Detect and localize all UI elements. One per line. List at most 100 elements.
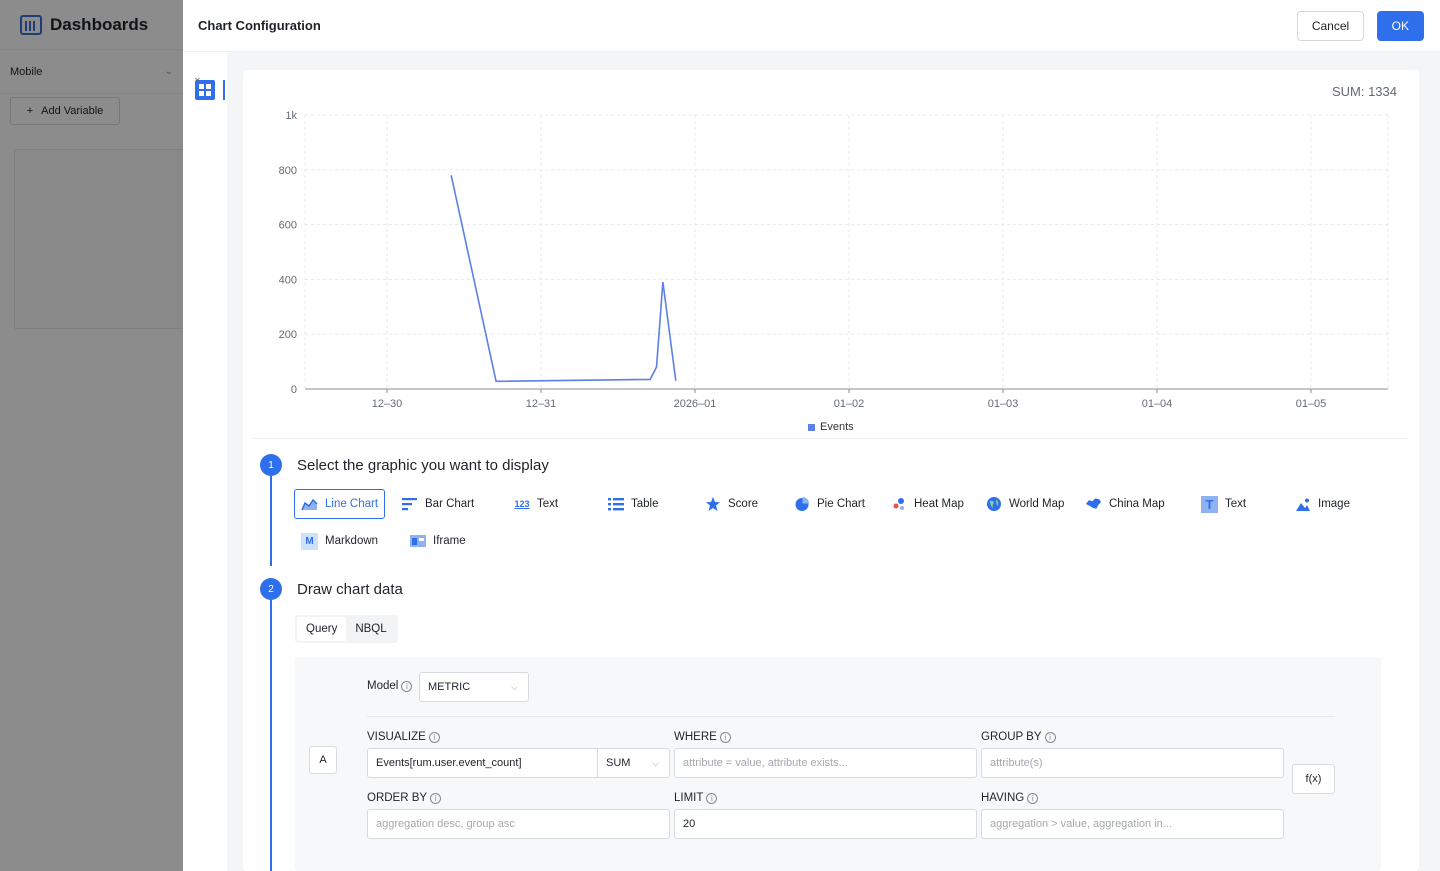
info-icon[interactable]: i	[428, 731, 440, 743]
chart-legend[interactable]: Events	[808, 421, 854, 433]
bar-chart-icon	[401, 496, 418, 513]
legend-swatch	[808, 423, 815, 431]
query-grid-icon[interactable]	[195, 80, 215, 100]
background-dashboard: Dashboards Mobile ⌄ + Add Variable	[0, 0, 189, 871]
chart-type-text[interactable]: T Text	[1194, 489, 1253, 519]
aggregation-select[interactable]: SUM ⌵	[597, 748, 670, 778]
limit-input[interactable]: 20	[674, 809, 977, 839]
order-by-input[interactable]: aggregation desc, group asc	[367, 809, 670, 839]
chart-type-line-chart[interactable]: Line Chart	[294, 489, 386, 519]
query-letter-badge[interactable]: A	[309, 746, 337, 774]
chart-type-label: Line Chart	[325, 498, 379, 510]
chart-type-heat-map[interactable]: Heat Map	[883, 489, 971, 519]
table-icon	[607, 496, 624, 513]
x-tick-label: 01–04	[1142, 398, 1173, 410]
text-t-icon: T	[1201, 495, 1218, 513]
query-tabs: Query NBQL	[295, 615, 398, 643]
series-line-events[interactable]	[450, 175, 677, 383]
x-tick-label: 01–02	[834, 398, 865, 410]
cancel-button[interactable]: Cancel	[1296, 10, 1365, 41]
chart-type-table[interactable]: Table	[600, 489, 666, 519]
limit-label-text: LIMIT	[674, 792, 704, 804]
add-variable-label: Add Variable	[41, 105, 104, 117]
chart-type-iframe[interactable]: Iframe	[402, 526, 473, 556]
plus-icon: +	[26, 105, 34, 117]
chart-type-pie-chart[interactable]: Pie Chart	[786, 489, 872, 519]
iframe-icon	[409, 533, 426, 550]
divider	[253, 438, 1409, 439]
chart-type-label: Heat Map	[914, 498, 964, 510]
chart-type-label: Table	[631, 498, 659, 510]
group-by-placeholder: attribute(s)	[990, 757, 1043, 769]
step-1-badge: 1	[260, 454, 282, 476]
globe-icon	[985, 496, 1002, 513]
tab-query[interactable]: Query	[297, 617, 347, 641]
chart-preview: 0 200 400 600 800 1k 12–30 12–31 2026–01 01–02 01–…	[243, 70, 1419, 440]
chart-type-image[interactable]: Image	[1287, 489, 1357, 519]
info-icon[interactable]: i	[1027, 792, 1039, 804]
step-2-title: Draw chart data	[297, 581, 403, 598]
step-1-line	[270, 476, 272, 566]
having-label: HAVING i	[981, 792, 1039, 804]
model-select[interactable]: METRIC ⌵	[419, 672, 529, 702]
limit-value: 20	[683, 818, 696, 830]
add-variable-button[interactable]: + Add Variable	[10, 97, 120, 125]
chart-configuration-drawer: Chart Configuration Cancel OK ✕ 0 200 400 6…	[183, 0, 1440, 871]
image-icon	[1294, 496, 1311, 513]
info-icon[interactable]: i	[430, 792, 442, 804]
chevron-down-icon: ⌵	[652, 757, 659, 768]
y-tick-label: 600	[279, 220, 297, 232]
limit-label: LIMIT i	[674, 792, 718, 804]
model-label: Model i	[367, 680, 413, 692]
chart-sum: SUM: 1334	[1331, 84, 1397, 99]
visualize-label: VISUALIZE i	[367, 731, 440, 743]
group-by-label: GROUP BY i	[981, 731, 1056, 743]
aggregation-value: SUM	[606, 757, 631, 769]
x-tick-label: 2026–01	[674, 398, 717, 410]
y-tick-label: 400	[279, 274, 297, 286]
step-2-line	[270, 600, 272, 871]
chart-type-text[interactable]: 123 Text	[507, 489, 565, 519]
chart-type-label: Pie Chart	[817, 498, 865, 510]
visualize-label-text: VISUALIZE	[367, 731, 426, 743]
visualize-metric-field[interactable]: Events[rum.user.event_count]	[367, 748, 599, 778]
drawer-title: Chart Configuration	[198, 18, 321, 33]
info-icon[interactable]: i	[1044, 731, 1056, 743]
app-header: Dashboards	[0, 0, 183, 50]
chart-type-label: China Map	[1109, 498, 1165, 510]
chart-type-label: Image	[1318, 498, 1350, 510]
having-input[interactable]: aggregation > value, aggregation in...	[981, 809, 1284, 839]
y-tick-label: 800	[279, 165, 297, 177]
model-label-text: Model	[367, 680, 399, 692]
order-by-label: ORDER BY i	[367, 792, 442, 804]
chart-type-markdown[interactable]: M Markdown	[294, 526, 385, 556]
ok-button[interactable]: OK	[1376, 10, 1424, 41]
active-indicator	[223, 80, 225, 100]
drawer-actions: Cancel OK	[1296, 10, 1424, 41]
chart-type-world-map[interactable]: World Map	[978, 489, 1071, 519]
having-placeholder: aggregation > value, aggregation in...	[990, 818, 1172, 830]
chart-type-bar-chart[interactable]: Bar Chart	[394, 489, 481, 519]
device-select[interactable]: Mobile ⌄	[0, 50, 183, 94]
info-icon[interactable]: i	[719, 731, 731, 743]
chart-type-label: World Map	[1009, 498, 1065, 510]
visualize-metric-value: Events[rum.user.event_count]	[376, 757, 522, 769]
y-tick-label: 0	[291, 384, 297, 396]
china-map-icon	[1085, 496, 1102, 513]
order-by-placeholder: aggregation desc, group asc	[376, 818, 515, 830]
modal-overlay[interactable]	[0, 0, 183, 871]
model-select-value: METRIC	[428, 681, 471, 693]
tab-nbql[interactable]: NBQL	[355, 623, 387, 635]
having-label-text: HAVING	[981, 792, 1025, 804]
dashboard-panel-placeholder	[14, 149, 189, 329]
close-icon[interactable]: ✕	[194, 76, 201, 85]
where-input[interactable]: attribute = value, attribute exists...	[674, 748, 977, 778]
info-icon[interactable]: i	[706, 792, 718, 804]
fx-button[interactable]: f(x)	[1292, 764, 1335, 794]
chart-type-china-map[interactable]: China Map	[1078, 489, 1172, 519]
y-tick-label: 1k	[285, 110, 297, 122]
group-by-input[interactable]: attribute(s)	[981, 748, 1284, 778]
divider	[367, 716, 1335, 717]
chart-type-score[interactable]: Score	[697, 489, 765, 519]
info-icon[interactable]: i	[401, 680, 413, 692]
